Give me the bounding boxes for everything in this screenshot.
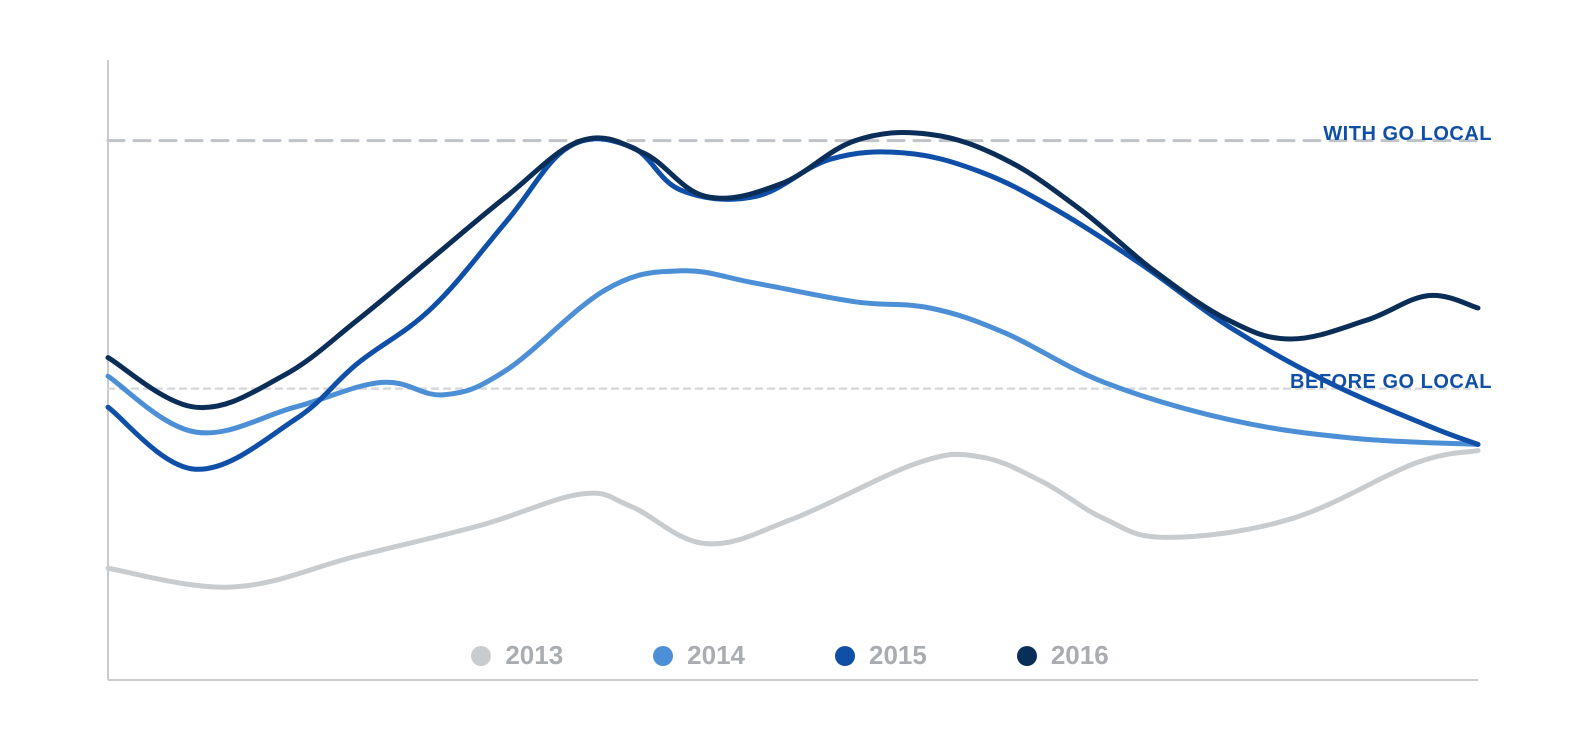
reference-label-with-go-local: WITH GO LOCAL (1323, 123, 1492, 146)
chart-legend: 2013 2014 2015 2016 (0, 640, 1580, 671)
legend-item-2016: 2016 (1017, 640, 1109, 671)
reference-label-before-go-local: BEFORE GO LOCAL (1290, 371, 1492, 394)
legend-label: 2016 (1051, 640, 1109, 671)
legend-label: 2014 (687, 640, 745, 671)
legend-dot-icon (653, 646, 673, 666)
legend-dot-icon (1017, 646, 1037, 666)
legend-dot-icon (471, 646, 491, 666)
chart-canvas (0, 0, 1580, 730)
legend-item-2014: 2014 (653, 640, 745, 671)
legend-item-2013: 2013 (471, 640, 563, 671)
line-chart: WITH GO LOCAL BEFORE GO LOCAL 2013 2014 … (0, 0, 1580, 730)
legend-dot-icon (835, 646, 855, 666)
legend-label: 2013 (505, 640, 563, 671)
legend-item-2015: 2015 (835, 640, 927, 671)
legend-label: 2015 (869, 640, 927, 671)
